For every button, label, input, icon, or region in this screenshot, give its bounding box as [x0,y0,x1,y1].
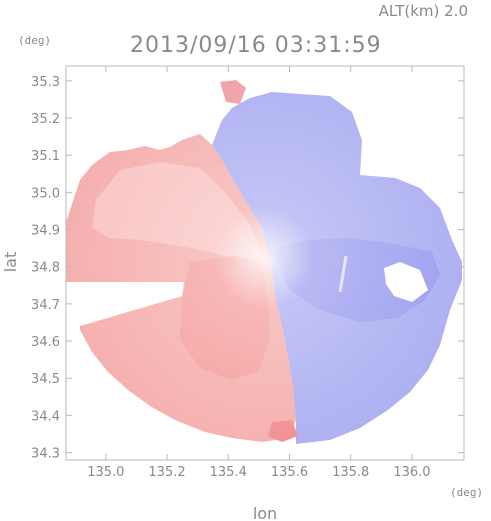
x-tick-label: 135.6 [271,465,308,480]
x-tick-label: 135.0 [87,465,124,480]
y-tick-label: 34.3 [31,447,60,462]
y-tick-label: 34.4 [31,409,60,424]
x-unit-label: (deg) [450,486,483,499]
y-tick-label: 34.5 [31,372,60,387]
y-tick-label: 35.1 [31,149,60,164]
altitude-label: ALT(km) 2.0 [379,2,468,20]
radial-streak [338,255,348,293]
x-axis-label: lon [253,504,277,521]
center-fade [66,66,464,458]
y-axis-label: lat [1,252,20,273]
y-tick-label: 34.6 [31,335,60,350]
x-tick-label: 135.2 [148,465,185,480]
x-axis-ticks: 135.0 135.2 135.4 135.6 135.8 136.0 [87,66,431,480]
y-tick-label: 34.7 [31,298,60,313]
x-tick-label: 136.0 [393,465,430,480]
y-tick-label: 34.9 [31,224,60,239]
plot-frame [65,65,465,461]
chart-title: 2013/09/16 03:31:59 [130,33,382,58]
y-tick-label: 35.2 [31,112,60,127]
radar-data-layer [66,66,464,458]
y-tick-label: 35.3 [31,75,60,90]
y-unit-label: (deg) [18,34,51,47]
y-tick-label: 35.0 [31,186,60,201]
x-tick-label: 135.8 [332,465,369,480]
x-tick-label: 135.4 [210,465,247,480]
y-axis-ticks: 34.3 34.4 34.5 34.6 34.7 34.8 34.9 35.0 35.1 35.2… [31,75,464,462]
y-tick-label: 34.8 [31,261,60,276]
